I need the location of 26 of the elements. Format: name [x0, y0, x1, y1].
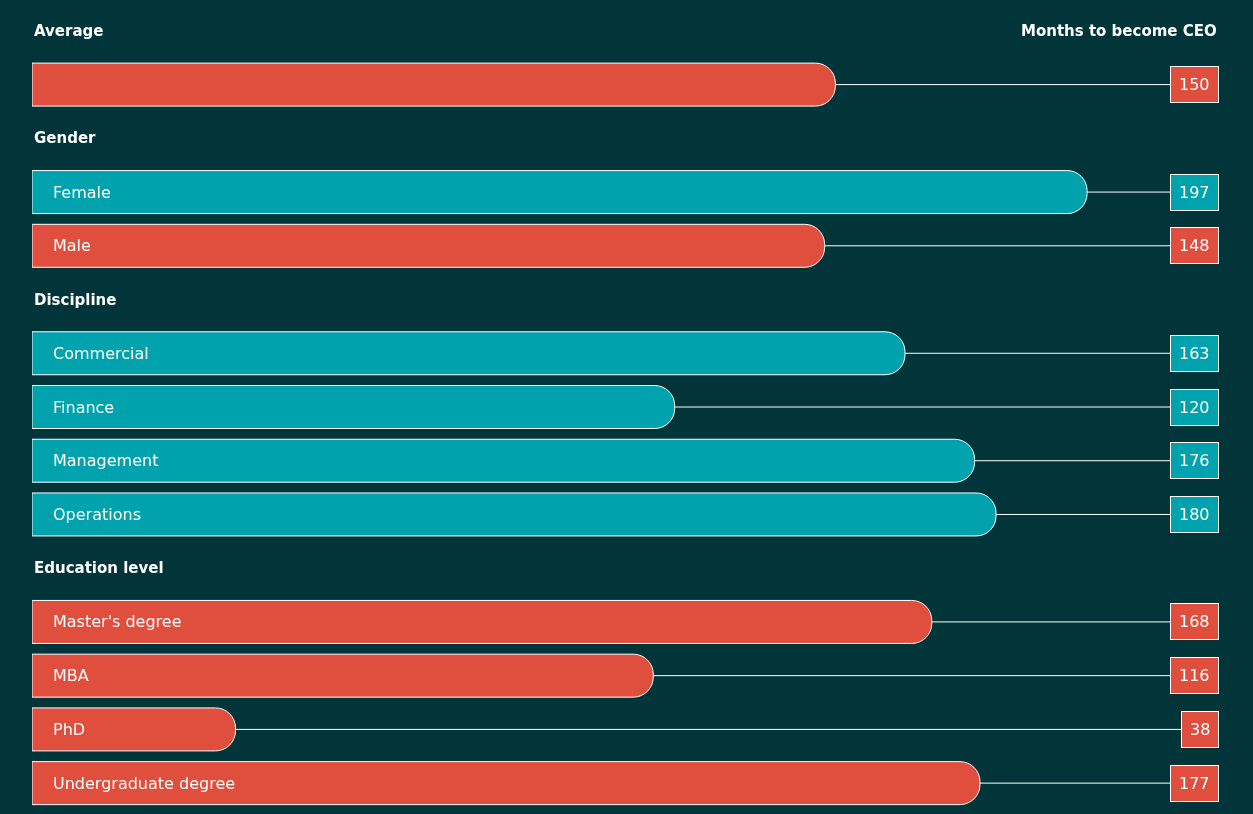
y-tick-label: Operations	[53, 505, 141, 524]
data-label: 120	[1179, 398, 1210, 417]
y-tick-label: MBA	[53, 666, 89, 685]
data-label: 180	[1179, 505, 1210, 524]
data-label: 168	[1179, 612, 1210, 631]
y-tick-label: Commercial	[53, 344, 149, 363]
data-label: 150	[1179, 75, 1210, 94]
y-tick-label: Finance	[53, 398, 115, 417]
data-label: 163	[1179, 344, 1210, 363]
x-axis-title: Months to become CEO	[1021, 22, 1217, 40]
data-label: 148	[1179, 236, 1210, 255]
data-label: 197	[1179, 183, 1210, 202]
y-tick-label: Gender	[34, 129, 97, 147]
data-label: 38	[1190, 720, 1211, 739]
y-tick-label: Male	[53, 236, 91, 255]
y-tick-label: Undergraduate degree	[53, 774, 236, 793]
data-label: 177	[1179, 774, 1210, 793]
data-label: 176	[1179, 451, 1210, 470]
y-tick-label: Master's degree	[53, 612, 182, 631]
y-tick-label: Discipline	[34, 291, 117, 309]
data-label: 116	[1179, 666, 1210, 685]
y-tick-label: Female	[53, 183, 111, 202]
y-tick-label: Management	[53, 451, 159, 470]
y-tick-label: PhD	[53, 720, 86, 739]
y-tick-label: Average	[34, 22, 104, 40]
y-tick-label: Education level	[34, 559, 164, 577]
